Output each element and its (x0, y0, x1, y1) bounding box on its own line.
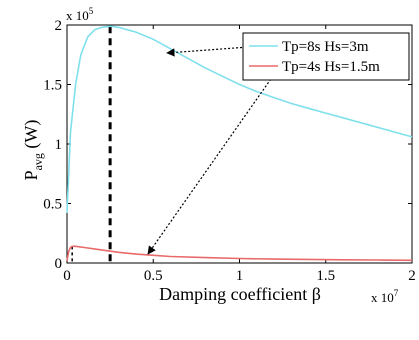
y-multiplier-base: x 10 (66, 8, 89, 23)
y-tick-label: 0 (55, 256, 63, 272)
x-tick-label: 1.5 (316, 268, 335, 284)
x-tick-label: 2 (408, 268, 416, 284)
y-axis-label: Pavg (W) (21, 120, 45, 181)
y-tick-label: 1 (55, 137, 63, 153)
y-multiplier-exponent: 5 (89, 6, 94, 16)
y-axis-multiplier: x 105 (66, 6, 94, 23)
y-tick-label: 2 (55, 18, 63, 34)
series-line-2 (66, 245, 413, 262)
legend: Tp=8s Hs=3m Tp=4s Hs=1.5m (242, 32, 410, 81)
peak-markers (71, 26, 112, 263)
series-lines (66, 25, 413, 262)
svg-text:x 107: x 107 (371, 288, 399, 305)
y-axis-label-main: P (21, 170, 41, 180)
series-line-1 (66, 25, 413, 214)
x-multiplier-exponent: 7 (394, 288, 399, 298)
svg-text:x 105: x 105 (66, 6, 94, 23)
legend-box (242, 32, 410, 81)
y-tick-label: 1.5 (43, 78, 62, 94)
y-tick-label: 0.5 (43, 197, 62, 213)
x-tick-label: 0.5 (144, 268, 163, 284)
y-axis-label-unit: (W) (21, 120, 42, 153)
tick-labels: 0 0.5 1 1.5 2 0 0.5 1 1.5 2 (43, 18, 416, 284)
x-tick-label: 1 (236, 268, 244, 284)
x-axis-multiplier: x 107 (371, 288, 399, 305)
legend-label-series-1: Tp=8s Hs=3m (282, 39, 369, 55)
x-axis-label: Damping coefficient β (159, 284, 321, 304)
x-multiplier-base: x 10 (371, 290, 394, 305)
legend-label-series-2: Tp=4s Hs=1.5m (282, 59, 380, 75)
y-axis-label-subscript: avg (31, 153, 45, 170)
x-tick-label: 0 (63, 268, 71, 284)
